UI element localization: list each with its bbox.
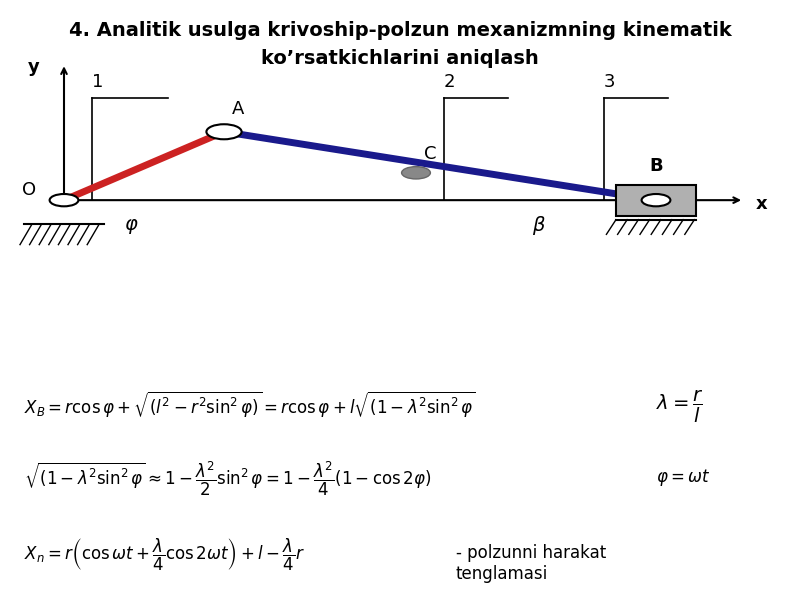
- Text: $X_n = r\left(\cos\omega t + \dfrac{\lambda}{4}\cos 2\omega t\right) + l - \dfra: $X_n = r\left(\cos\omega t + \dfrac{\lam…: [24, 537, 305, 573]
- Circle shape: [642, 194, 670, 206]
- Text: x: x: [756, 194, 768, 212]
- Text: 1: 1: [92, 73, 103, 91]
- Text: C: C: [424, 145, 437, 163]
- Text: 4. Analitik usulga krivoship-polzun mexanizmning kinematik: 4. Analitik usulga krivoship-polzun mexa…: [69, 21, 731, 40]
- Text: ko’rsatkichlarini aniqlash: ko’rsatkichlarini aniqlash: [261, 49, 539, 68]
- Circle shape: [206, 124, 242, 139]
- Text: $\varphi = \omega t$: $\varphi = \omega t$: [656, 467, 710, 488]
- Text: 2: 2: [444, 73, 455, 91]
- Text: A: A: [232, 100, 244, 118]
- Text: $\varphi$: $\varphi$: [124, 217, 138, 236]
- Circle shape: [50, 194, 78, 206]
- Text: B: B: [649, 157, 663, 175]
- Text: 3: 3: [604, 73, 615, 91]
- Text: $X_B = r\cos\varphi + \sqrt{(l^2 - r^2\sin^2\varphi)} = r\cos\varphi + l\sqrt{(1: $X_B = r\cos\varphi + \sqrt{(l^2 - r^2\s…: [24, 389, 476, 419]
- Circle shape: [402, 167, 430, 179]
- Bar: [616, 185, 696, 215]
- Text: y: y: [28, 58, 40, 76]
- Text: $\lambda = \dfrac{r}{l}$: $\lambda = \dfrac{r}{l}$: [656, 389, 703, 425]
- Text: $\sqrt{(1 - \lambda^2\sin^2\varphi} \approx 1 - \dfrac{\lambda^2}{2}\sin^2\varph: $\sqrt{(1 - \lambda^2\sin^2\varphi} \app…: [24, 460, 431, 498]
- Text: $\beta$: $\beta$: [532, 214, 546, 237]
- Text: O: O: [22, 181, 36, 199]
- Text: - polzunni harakat
tenglamasi: - polzunni harakat tenglamasi: [456, 544, 606, 583]
